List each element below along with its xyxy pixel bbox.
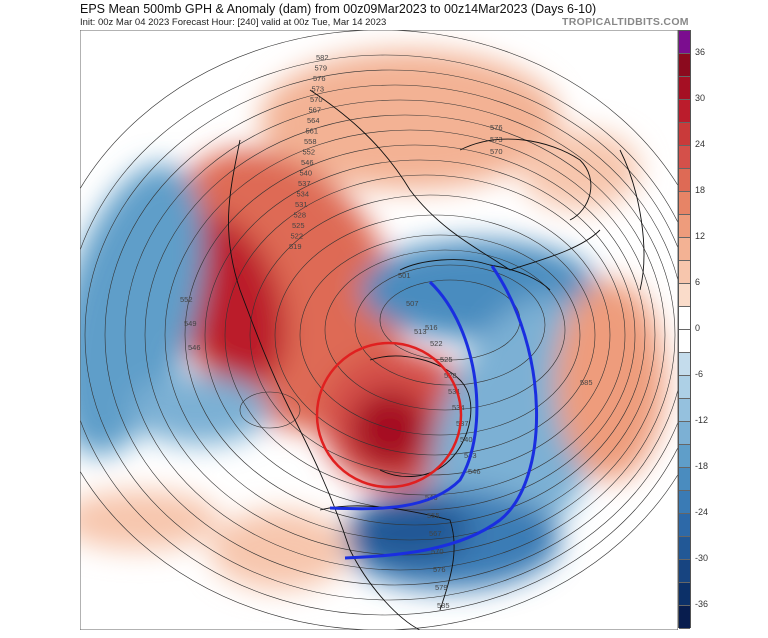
- contour-label: 549: [184, 319, 197, 328]
- contour-label: 534: [297, 190, 310, 199]
- colorbar-segment: [679, 307, 690, 330]
- colorbar-segment: [679, 146, 690, 169]
- contour-label: 552: [303, 148, 316, 157]
- colorbar-segment: [679, 192, 690, 215]
- anomaly-shading: [80, 50, 665, 590]
- contour-label: 579: [315, 64, 328, 73]
- colorbar-label: 24: [695, 139, 706, 149]
- contour-label: 537: [456, 419, 469, 428]
- colorbar-label: 30: [695, 93, 706, 103]
- contour-label: 567: [429, 529, 442, 538]
- contour-label: 561: [306, 127, 319, 136]
- colorbar: [678, 30, 691, 629]
- colorbar-label: -36: [695, 599, 709, 609]
- contour-label: 555: [427, 511, 440, 520]
- trough-arc-outer: [344, 265, 538, 560]
- colorbar-segment: [679, 583, 690, 606]
- colorbar-segment: [679, 514, 690, 537]
- contour-label: 546: [188, 343, 201, 352]
- contour-label: 585: [437, 601, 450, 610]
- contour-label: 576: [490, 123, 503, 132]
- colorbar-label: -18: [695, 461, 709, 471]
- colorbar-label: -12: [695, 415, 709, 425]
- contour-label: 537: [298, 179, 311, 188]
- contour-label: 573: [490, 135, 503, 144]
- map-title: EPS Mean 500mb GPH & Anomaly (dam) from …: [80, 2, 597, 16]
- contour-label: 522: [430, 339, 443, 348]
- colorbar-segment: [679, 100, 690, 123]
- colorbar-label: -30: [695, 553, 709, 563]
- colorbar-segment: [679, 238, 690, 261]
- contour-label: 564: [307, 116, 320, 125]
- contour-label: 558: [304, 137, 317, 146]
- colorbar-segment: [679, 284, 690, 307]
- colorbar-segment: [679, 491, 690, 514]
- contour-label: 540: [300, 169, 313, 178]
- colorbar-segment: [679, 54, 690, 77]
- colorbar-segment: [679, 606, 690, 629]
- colorbar-segment: [679, 31, 690, 54]
- contour-label: 519: [289, 242, 302, 251]
- contour-label: 573: [312, 85, 325, 94]
- map-subtitle: Init: 00z Mar 04 2023 Forecast Hour: [24…: [80, 17, 387, 28]
- colorbar-segment: [679, 330, 690, 353]
- colorbar-label: 0: [695, 323, 701, 333]
- contour-label: 531: [295, 200, 308, 209]
- colorbar-label: 18: [695, 185, 706, 195]
- contour-label: 501: [398, 271, 411, 280]
- colorbar-segment: [679, 169, 690, 192]
- colorbar-segment: [679, 537, 690, 560]
- contour-label: 540: [460, 435, 473, 444]
- contour-label: 546: [301, 158, 314, 167]
- colorbar-segment: [679, 445, 690, 468]
- contour-label: 546: [468, 467, 481, 476]
- contour-label: 552: [180, 295, 193, 304]
- colorbar-segment: [679, 261, 690, 284]
- contour-label: 528: [294, 211, 307, 220]
- colorbar-segment: [679, 77, 690, 100]
- contour-label: 570: [431, 547, 444, 556]
- contour-label: 531: [448, 387, 461, 396]
- height-contours: [80, 30, 678, 630]
- contour-label: 522: [291, 232, 304, 241]
- colorbar-label: 6: [695, 277, 701, 287]
- colorbar-segment: [679, 422, 690, 445]
- colorbar-segment: [679, 560, 690, 583]
- colorbar-segment: [679, 399, 690, 422]
- colorbar-label: 12: [695, 231, 706, 241]
- contour-label: 570: [490, 147, 503, 156]
- colorbar-segment: [679, 376, 690, 399]
- brand-watermark: TROPICALTIDBITS.COM: [562, 16, 689, 28]
- contour-label: 525: [292, 221, 305, 230]
- contour-label: 525: [440, 355, 453, 364]
- colorbar-segment: [679, 353, 690, 376]
- colorbar-label: -6: [695, 369, 704, 379]
- contour-label: 516: [425, 323, 438, 332]
- contour-label: 570: [310, 95, 323, 104]
- colorbar-segment: [679, 215, 690, 238]
- contour-label: 513: [414, 327, 427, 336]
- contour-label: 534: [452, 403, 465, 412]
- contour-label: 507: [406, 299, 419, 308]
- colorbar-label: -24: [695, 507, 709, 517]
- ridge-circle-annotation: [315, 341, 463, 489]
- coastlines: [228, 89, 645, 630]
- anomaly-map: 5825795765735705675645615585525465405375…: [80, 30, 678, 630]
- trough-arc-inner: [329, 280, 479, 511]
- colorbar-segment: [679, 123, 690, 146]
- contour-label: 585: [580, 378, 593, 387]
- contour-label: 582: [316, 53, 329, 62]
- contour-label: 576: [313, 74, 326, 83]
- contour-label: 567: [309, 106, 322, 115]
- colorbar-segment: [679, 468, 690, 491]
- colorbar-label: 36: [695, 47, 706, 57]
- contour-label: 576: [433, 565, 446, 574]
- contour-label: 579: [435, 583, 448, 592]
